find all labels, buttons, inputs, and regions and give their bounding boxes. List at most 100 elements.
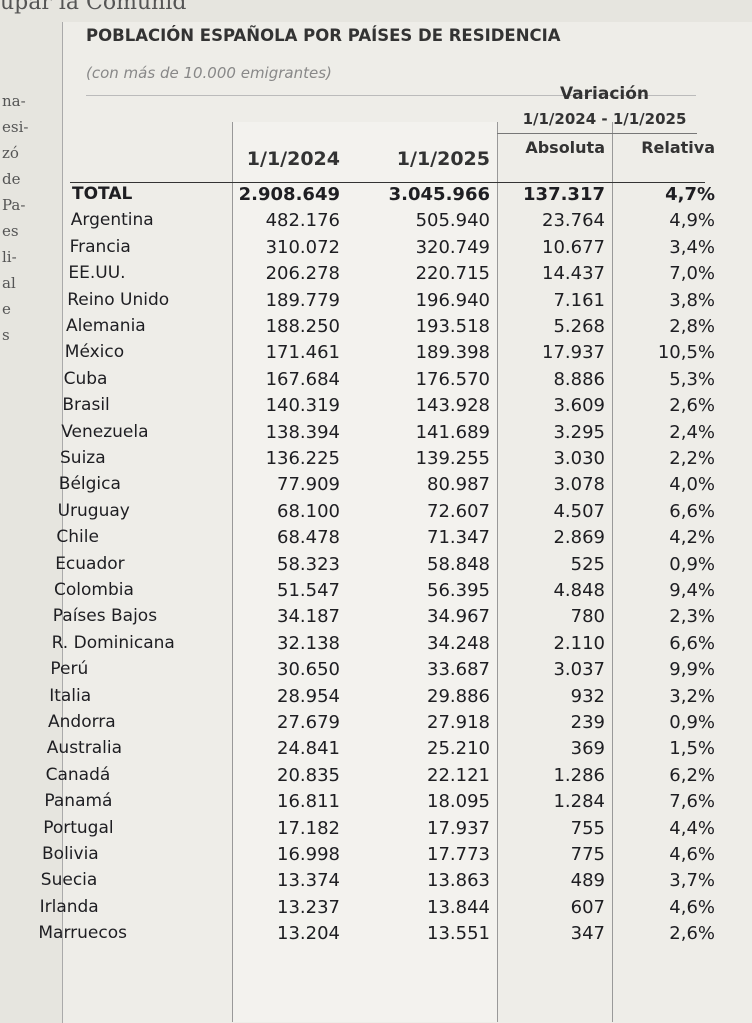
cell-value: 143.928 [415, 395, 490, 417]
row-label: Reino Unido [67, 289, 170, 310]
cell-value: 27.918 [427, 712, 490, 733]
row-label: Uruguay [57, 500, 130, 521]
cell-value: 189.779 [265, 289, 340, 311]
cell-value: 775 [570, 844, 605, 865]
cell-value: 34.248 [427, 632, 490, 654]
cut-text: al [2, 274, 16, 292]
row-label: EE.UU. [68, 263, 126, 284]
cell-value: 3,8% [669, 289, 715, 311]
cell-value: 4,7% [665, 184, 715, 205]
cell-value: 7,6% [669, 791, 715, 813]
row-label: Irlanda [39, 896, 99, 917]
cell-value: 3,2% [669, 685, 715, 707]
cell-value: 2,6% [669, 923, 715, 945]
cut-text: de [2, 170, 21, 188]
cell-value: 33.687 [427, 659, 490, 681]
cell-value: 13.374 [277, 870, 340, 892]
cell-value: 6,6% [669, 500, 715, 522]
cell-value: 138.394 [265, 421, 340, 443]
cell-value: 27.679 [277, 712, 340, 733]
row-label: Suecia [40, 870, 98, 891]
cell-value: 2,4% [669, 421, 715, 443]
cell-value: 320.749 [415, 236, 490, 258]
cell-value: 607 [570, 896, 605, 918]
cell-value: 2.869 [553, 527, 605, 549]
cell-value: 32.138 [277, 632, 340, 654]
cell-value: 1,5% [669, 738, 715, 760]
cell-value: 505.940 [415, 210, 490, 232]
cell-value: 206.278 [265, 263, 340, 285]
cell-value: 141.689 [415, 421, 490, 443]
row-label: Francia [69, 236, 131, 257]
cell-value: 13.844 [427, 896, 490, 918]
cell-value: 1.286 [553, 764, 605, 786]
cell-value: 167.684 [265, 368, 340, 390]
cell-value: 347 [570, 923, 605, 945]
cell-value: 3.030 [553, 448, 605, 469]
cell-value: 34.187 [277, 606, 340, 628]
cell-value: 4,0% [669, 474, 715, 496]
cut-text: na- [2, 92, 26, 110]
row-label: R. Dominicana [51, 632, 175, 653]
cell-value: 20.835 [277, 764, 340, 786]
rule [86, 95, 696, 96]
cell-value: 14.437 [542, 263, 605, 285]
rule [497, 133, 697, 134]
cell-value: 13.204 [277, 923, 340, 945]
cut-text: s [2, 326, 10, 344]
cut-text: esi- [2, 118, 29, 136]
cell-value: 28.954 [277, 685, 340, 707]
row-label: Brasil [62, 395, 110, 416]
cell-value: 7,0% [669, 263, 715, 285]
cell-value: 7.161 [553, 289, 605, 311]
cell-value: 1.284 [553, 791, 605, 813]
row-label: Cuba [63, 368, 108, 389]
cell-value: 16.998 [277, 844, 340, 865]
cell-value: 5.268 [553, 316, 605, 337]
cell-value: 525 [570, 553, 605, 575]
cell-value: 2,3% [669, 606, 715, 628]
cell-value: 56.395 [427, 580, 490, 601]
column-rule [612, 122, 613, 1022]
row-label: Andorra [48, 712, 116, 732]
cell-value: 80.987 [427, 474, 490, 496]
cut-text: es [2, 222, 19, 240]
cell-value: 9,9% [669, 659, 715, 681]
column-rule [497, 122, 498, 1022]
cell-value: 239 [570, 712, 605, 733]
cell-value: 9,4% [669, 580, 715, 601]
cut-text: Pa- [2, 196, 26, 214]
cell-value: 3.037 [553, 659, 605, 681]
group-header: Variación [559, 84, 650, 104]
group-period: 1/1/2024 - 1/1/2025 [522, 110, 687, 128]
cell-value: 17.937 [427, 817, 490, 839]
cell-value: 4,6% [669, 844, 715, 865]
cell-value: 5,3% [669, 368, 715, 390]
cell-value: 25.210 [427, 738, 490, 760]
cell-value: 136.225 [265, 448, 340, 469]
row-label: TOTAL [72, 184, 133, 204]
cell-value: 139.255 [415, 448, 490, 469]
cell-value: 6,6% [669, 632, 715, 654]
cell-value: 17.182 [277, 817, 340, 839]
cell-value: 4.507 [553, 500, 605, 522]
cell-value: 2,6% [669, 395, 715, 417]
cut-text: li- [2, 248, 17, 266]
cell-value: 72.607 [427, 500, 490, 522]
cell-value: 932 [570, 685, 605, 707]
cell-value: 17.773 [427, 844, 490, 865]
cut-text: zó [2, 144, 19, 162]
cell-value: 4,9% [669, 210, 715, 232]
column-header: 1/1/2025 [396, 148, 490, 170]
cell-value: 2,2% [669, 448, 715, 469]
cell-value: 2,8% [669, 316, 715, 337]
cell-value: 3.295 [553, 421, 605, 443]
cell-value: 22.121 [427, 764, 490, 786]
row-label: Canadá [45, 764, 111, 785]
cell-value: 3.045.966 [388, 184, 490, 205]
cell-value: 77.909 [277, 474, 340, 496]
row-label: Chile [56, 527, 99, 548]
cell-value: 68.100 [277, 500, 340, 522]
cell-value: 220.715 [415, 263, 490, 285]
